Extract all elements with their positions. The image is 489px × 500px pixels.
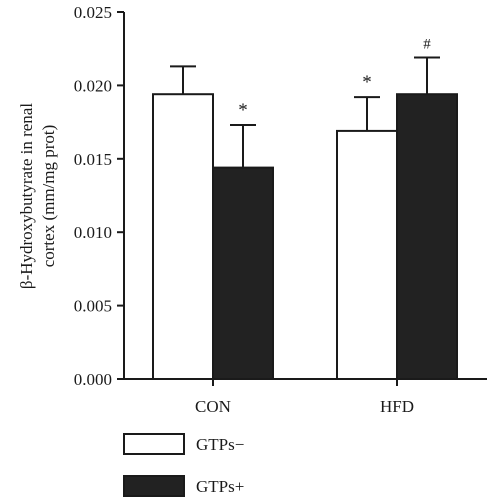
y-axis-label: β-Hydroxybutyrate in renal cortex (mm/mg… <box>17 103 58 289</box>
legend: GTPs− GTPs+ <box>123 433 244 497</box>
x-tick-label: HFD <box>380 397 414 416</box>
legend-swatch-gtps-plus <box>123 475 185 497</box>
y-axis-label-line-1: β-Hydroxybutyrate in renal <box>17 103 36 289</box>
y-tick-label: 0.000 <box>74 370 112 389</box>
significance-mark: * <box>362 72 372 93</box>
significance-mark: * <box>238 100 248 121</box>
y-tick-label: 0.015 <box>74 150 112 169</box>
legend-label: GTPs− <box>196 435 244 454</box>
legend-label: GTPs+ <box>196 477 244 496</box>
legend-swatch-gtps-minus <box>123 433 185 455</box>
significance-mark: # <box>423 37 431 53</box>
y-axis-label-line-2: cortex (mm/mg prot) <box>39 125 58 268</box>
bar-con-gtps-plus <box>212 166 274 380</box>
y-tick-label: 0.005 <box>74 297 112 316</box>
x-tick-label: CON <box>195 397 231 416</box>
bar-hfd-gtps-minus <box>336 129 398 380</box>
plot-area: 0.000 0.005 0.010 0.015 0.020 0.025 * CON * # HFD <box>74 3 487 416</box>
y-tick-label: 0.025 <box>74 3 112 22</box>
y-tick-label: 0.020 <box>74 76 112 95</box>
y-tick-label: 0.010 <box>74 223 112 242</box>
bar-hfd-gtps-plus <box>396 93 458 380</box>
bar-con-gtps-minus <box>152 93 214 380</box>
